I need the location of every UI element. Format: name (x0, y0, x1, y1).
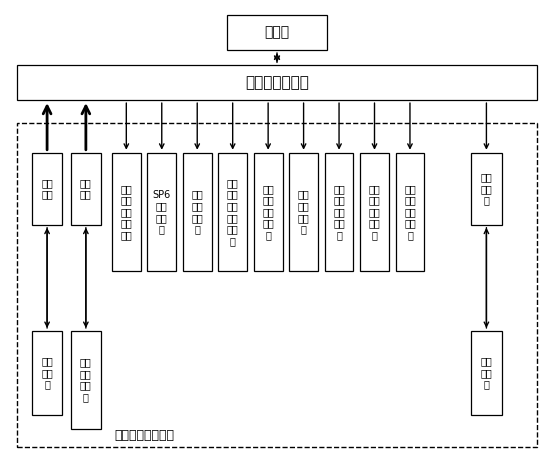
Bar (360, 152, 389, 271)
Text: 环境
温湿
度监
测子
系统: 环境 温湿 度监 测子 系统 (120, 184, 132, 240)
Text: 门禁
控制
器: 门禁 控制 器 (480, 172, 493, 206)
Bar (32, 153, 62, 225)
Text: 人员
自动
跟踪
定位
子系
统: 人员 自动 跟踪 定位 子系 统 (227, 178, 239, 246)
Text: 水泵
智能
控制
子系
统: 水泵 智能 控制 子系 统 (368, 184, 381, 240)
Bar (17, 123, 537, 447)
Bar (32, 331, 62, 415)
Bar (183, 152, 212, 271)
Bar (289, 152, 318, 271)
Text: SP6
监测
子系
统: SP6 监测 子系 统 (153, 190, 171, 234)
Text: 动环子系统模拟器: 动环子系统模拟器 (114, 429, 174, 442)
Text: 门禁
子系
统: 门禁 子系 统 (480, 356, 493, 390)
Bar (471, 331, 502, 415)
Text: 空调
智能
控制
子系
统: 空调 智能 控制 子系 统 (262, 184, 274, 240)
Text: 灯光
智能
控制
子系
统: 灯光 智能 控制 子系 统 (404, 184, 416, 240)
Bar (71, 153, 101, 225)
Bar (218, 152, 247, 271)
Text: 消防
子系
统: 消防 子系 统 (41, 356, 53, 390)
Bar (17, 65, 537, 100)
Text: 安全
警卫
子系
统: 安全 警卫 子系 统 (80, 357, 92, 402)
Text: 安防
主机: 安防 主机 (80, 178, 92, 199)
Text: 水漫
监测
子系
统: 水漫 监测 子系 统 (297, 190, 310, 234)
Text: 动环主机模拟器: 动环主机模拟器 (245, 75, 309, 90)
Bar (396, 152, 424, 271)
Text: 风机
智能
控制
子系
统: 风机 智能 控制 子系 统 (333, 184, 345, 240)
Text: 风速
监测
子系
统: 风速 监测 子系 统 (191, 190, 203, 234)
Bar (325, 152, 353, 271)
Bar (254, 152, 283, 271)
Bar (112, 152, 141, 271)
Bar (71, 331, 101, 429)
Text: 报警
主机: 报警 主机 (41, 178, 53, 199)
Bar (227, 15, 327, 50)
Bar (471, 153, 502, 225)
Bar (147, 152, 176, 271)
Text: 网关机: 网关机 (264, 26, 290, 40)
